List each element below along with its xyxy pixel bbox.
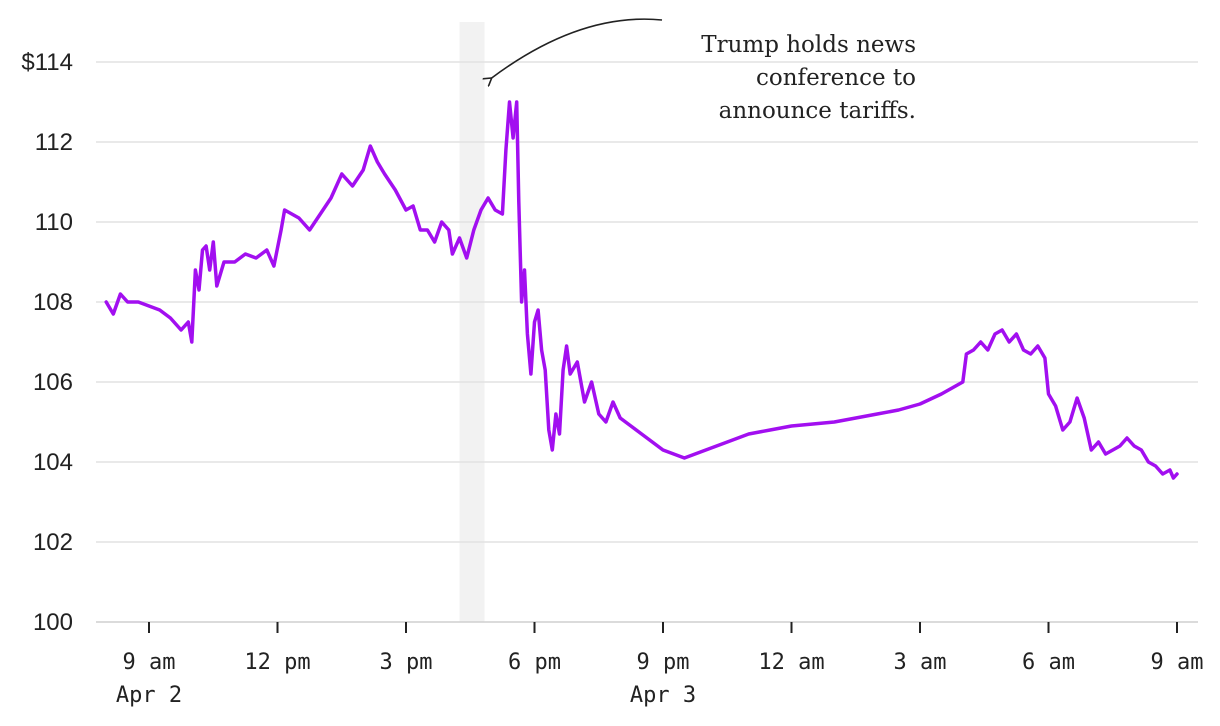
- x-tick-label: 12 am: [758, 650, 824, 675]
- x-tick-label: 3 pm: [380, 650, 433, 675]
- x-date-label: Apr 2: [116, 683, 182, 708]
- grid-layer: [96, 61, 1198, 623]
- x-tick-label: 9 am: [1151, 650, 1204, 675]
- x-tick-label: 9 pm: [637, 650, 690, 675]
- y-tick-label: 112: [35, 129, 73, 156]
- y-tick-label: 102: [33, 529, 73, 556]
- y-tick-label: 110: [35, 209, 73, 236]
- annotation: Trump holds news conference to announce ta…: [492, 18, 916, 124]
- y-axis-labels: $114 112 110 108 106 104 102 100: [21, 49, 73, 636]
- x-tick-label: 12 pm: [244, 650, 310, 675]
- annotation-text-line: conference to: [756, 65, 916, 91]
- x-axis: 9 am Apr 2 12 pm 3 pm 6 pm 9 pm Apr 3 12 am 3 am…: [116, 622, 1204, 708]
- annotation-arrow: [492, 18, 663, 78]
- press-conference-band: [459, 22, 485, 622]
- annotation-text-line: announce tariffs.: [719, 98, 916, 124]
- x-tick-label: 9 am: [123, 650, 176, 675]
- y-tick-label: 104: [33, 449, 73, 476]
- y-tick-label: 108: [33, 289, 73, 316]
- highlight-band-layer: [459, 22, 485, 622]
- x-tick-label: 6 pm: [508, 650, 561, 675]
- x-tick-label: 3 am: [894, 650, 947, 675]
- x-date-label: Apr 3: [630, 683, 696, 708]
- y-tick-label: 100: [33, 609, 73, 636]
- price-line: [104, 100, 1179, 480]
- x-tick-label: 6 am: [1022, 650, 1075, 675]
- series-layer: [104, 100, 1179, 480]
- annotation-text-line: Trump holds news: [701, 32, 916, 58]
- y-tick-label: $114: [21, 49, 73, 76]
- y-tick-label: 106: [33, 369, 73, 396]
